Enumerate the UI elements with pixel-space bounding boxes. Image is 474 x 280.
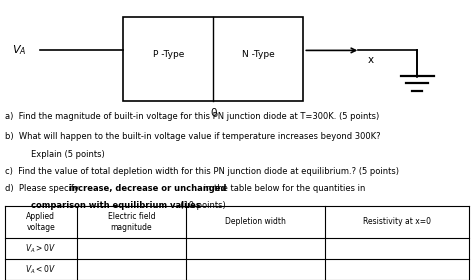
- Text: N -Type: N -Type: [242, 50, 275, 59]
- Text: . (10 points): . (10 points): [175, 201, 226, 210]
- Text: Applied
voltage: Applied voltage: [26, 212, 55, 232]
- Text: a)  Find the magnitude of built-in voltage for this PN junction diode at T=300K.: a) Find the magnitude of built-in voltag…: [5, 112, 379, 121]
- Text: $V_A < 0V$: $V_A < 0V$: [25, 263, 56, 276]
- Text: x: x: [367, 55, 374, 65]
- Text: d)  Please specify: d) Please specify: [5, 184, 81, 193]
- FancyBboxPatch shape: [123, 17, 303, 101]
- Text: Electric field
magnitude: Electric field magnitude: [108, 212, 155, 232]
- Text: b)  What will happen to the built-in voltage value if temperature increases beyo: b) What will happen to the built-in volt…: [5, 132, 380, 141]
- Text: increase, decrease or unchanged: increase, decrease or unchanged: [69, 184, 226, 193]
- Text: in the table below for the quantities in: in the table below for the quantities in: [201, 184, 366, 193]
- Text: Depletion width: Depletion width: [225, 217, 286, 227]
- Text: 0: 0: [210, 108, 217, 118]
- Text: $V_A > 0 V$: $V_A > 0 V$: [25, 242, 56, 255]
- Text: $V_A$: $V_A$: [12, 43, 26, 57]
- Text: c)  Find the value of total depletion width for this PN junction diode at equili: c) Find the value of total depletion wid…: [5, 167, 399, 176]
- Text: P -Type: P -Type: [153, 50, 184, 59]
- Text: Resistivity at x=0: Resistivity at x=0: [363, 217, 431, 227]
- Text: comparison with equilibrium values: comparison with equilibrium values: [31, 201, 201, 210]
- Text: Explain (5 points): Explain (5 points): [31, 150, 105, 159]
